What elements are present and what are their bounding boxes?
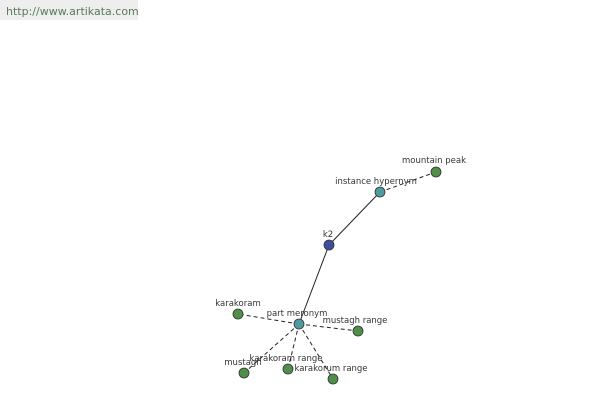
header-bar <box>0 0 138 20</box>
node[interactable] <box>232 308 244 320</box>
edge <box>379 171 437 193</box>
node-label: mountain peak <box>402 156 466 166</box>
node-label: karakoram range <box>250 354 323 364</box>
node[interactable] <box>238 367 250 379</box>
nodes <box>232 166 442 385</box>
node[interactable] <box>293 318 305 330</box>
edge <box>298 244 330 325</box>
node-label: karakorum range <box>294 364 367 374</box>
node-label: karakoram <box>215 299 261 309</box>
node-label: part meronym <box>267 309 328 319</box>
node[interactable] <box>327 373 339 385</box>
edge <box>328 191 381 246</box>
edges <box>237 171 437 380</box>
edge <box>287 323 300 370</box>
node-label: mustagh range <box>323 316 388 326</box>
edge <box>237 313 300 325</box>
node[interactable] <box>282 363 294 375</box>
node[interactable] <box>430 166 442 178</box>
node-label: instance hypernym <box>335 177 417 187</box>
node-label: mustagh <box>224 358 261 368</box>
edge <box>243 323 300 374</box>
edge <box>298 323 359 332</box>
edge <box>298 323 334 380</box>
labels: k2 instance hypernym mountain peak part … <box>215 156 466 374</box>
node[interactable] <box>352 325 364 337</box>
node[interactable] <box>374 186 386 198</box>
node-label: k2 <box>323 230 333 240</box>
site-url[interactable]: http://www.artikata.com <box>6 5 139 18</box>
node[interactable] <box>323 239 335 251</box>
